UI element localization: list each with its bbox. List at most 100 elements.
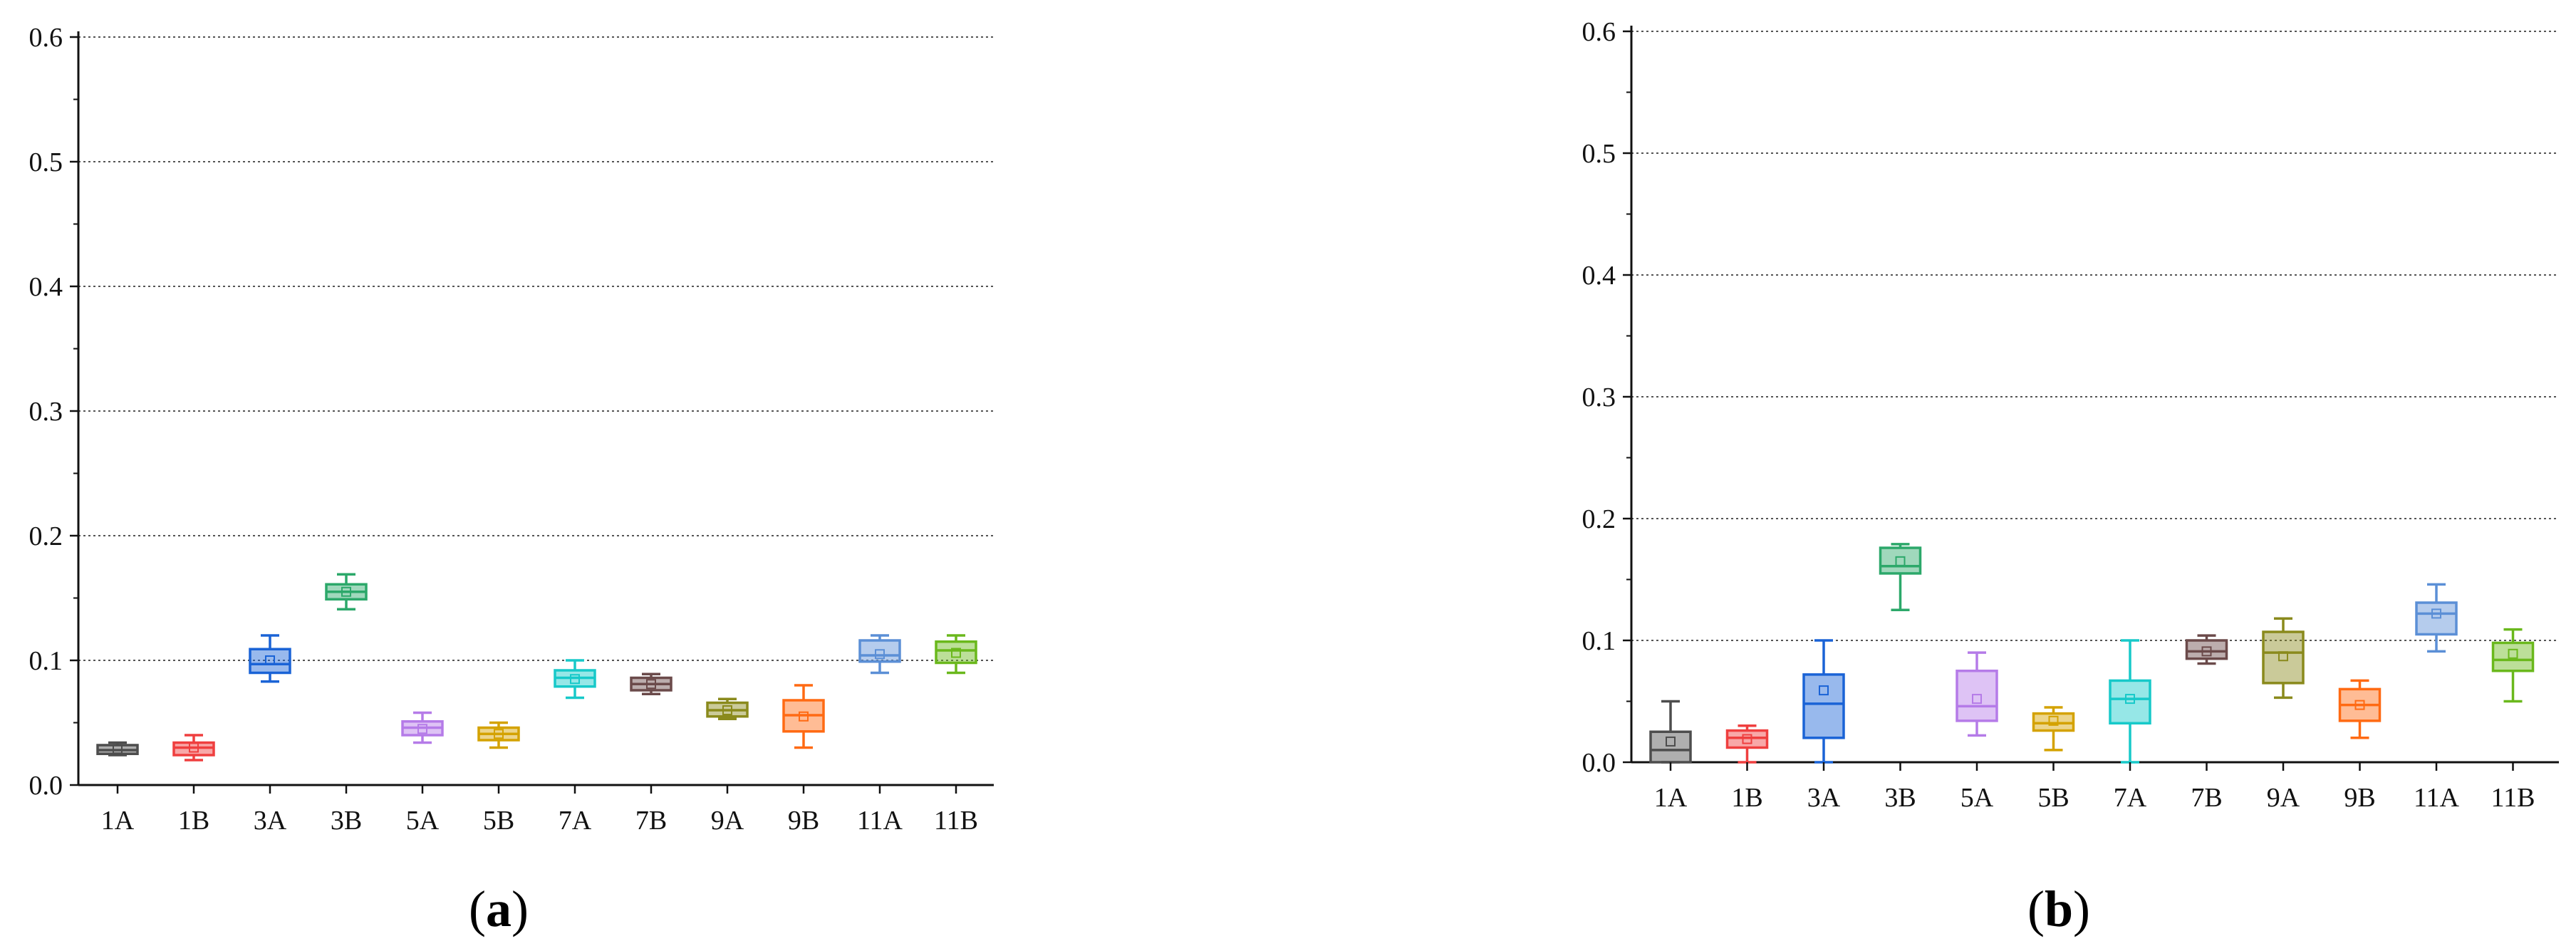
y-tick-label: 0.4	[1582, 261, 1616, 291]
x-tick-label: 9A	[2267, 783, 2300, 813]
mean-marker	[341, 586, 351, 597]
y-tick-label: 0.0	[29, 771, 63, 801]
x-tick-label: 7B	[2191, 783, 2222, 813]
mean-marker	[2354, 700, 2365, 710]
mean-marker	[189, 742, 199, 753]
x-tick-label: 3B	[331, 806, 362, 836]
y-tick-label: 0.2	[1582, 504, 1616, 534]
x-tick-label: 11B	[2491, 783, 2535, 813]
mean-marker	[265, 655, 275, 665]
box-9B	[2338, 679, 2382, 739]
x-tick-label: 7A	[559, 806, 592, 836]
box-9B	[782, 684, 825, 749]
x-tick-label: 5A	[406, 806, 440, 836]
box-3A	[1802, 639, 1845, 764]
box-5B	[2032, 706, 2075, 752]
mean-marker	[875, 649, 885, 660]
x-tick-label: 7B	[635, 806, 667, 836]
panel-label: (b)	[2027, 880, 2090, 937]
box-5A	[401, 711, 444, 744]
y-tick-label: 0.3	[29, 397, 63, 427]
y-tick-label: 0.2	[29, 521, 63, 551]
x-tick-label: 11B	[934, 806, 978, 836]
box-7B	[630, 672, 672, 695]
y-tick-label: 0.5	[29, 147, 63, 177]
box-11B	[935, 634, 977, 675]
box-1B	[172, 734, 215, 762]
y-tick-label: 0.6	[1582, 17, 1616, 47]
box-3A	[249, 634, 291, 683]
box-11A	[2415, 583, 2458, 653]
box-9A	[706, 697, 749, 720]
x-tick-label: 1B	[1731, 783, 1762, 813]
box-iqr	[1879, 546, 1922, 575]
mean-marker	[113, 744, 123, 754]
x-tick-label: 3B	[1884, 783, 1916, 813]
mean-marker	[799, 711, 809, 722]
x-tick-label: 9A	[711, 806, 744, 836]
box-11B	[2491, 628, 2535, 703]
x-tick-label: 11A	[857, 806, 903, 836]
x-tick-label: 5A	[1960, 783, 1994, 813]
x-tick-label: 9B	[2344, 783, 2375, 813]
box-iqr	[1802, 673, 1845, 739]
chart-panel-a: 0.0 0.1 0.2 0.3 0.4 0.5 0.6 1A 1B 3A 3B 5A 5B 7A 7B 9A 9…	[29, 23, 994, 937]
box-iqr	[2491, 641, 2535, 672]
mean-marker	[1742, 734, 1752, 744]
box-1A	[1649, 700, 1692, 764]
mean-marker	[494, 729, 504, 739]
y-tick-label: 0.0	[1582, 748, 1616, 778]
box-iqr	[1956, 670, 1998, 722]
box-iqr	[1649, 730, 1692, 764]
box-9A	[2262, 617, 2305, 700]
mean-marker	[2431, 608, 2441, 619]
box-5A	[1956, 651, 1998, 737]
mean-marker	[417, 724, 427, 734]
mean-marker	[570, 674, 580, 685]
box-iqr	[2262, 630, 2305, 685]
mean-marker	[2048, 715, 2059, 726]
y-tick-label: 0.5	[1582, 139, 1616, 169]
mean-marker	[1666, 736, 1676, 747]
box-7B	[2185, 634, 2228, 665]
box-3B	[325, 573, 368, 610]
box-11A	[858, 634, 901, 675]
mean-marker	[2508, 648, 2518, 659]
box-5B	[477, 721, 520, 749]
x-tick-label: 1A	[101, 806, 135, 836]
box-3B	[1879, 543, 1922, 611]
y-tick-label: 0.1	[29, 646, 63, 676]
x-tick-label: 9B	[788, 806, 819, 836]
mean-marker	[2278, 651, 2288, 662]
y-tick-label: 0.6	[29, 23, 63, 53]
x-tick-label: 3A	[254, 806, 287, 836]
mean-marker	[951, 648, 961, 658]
mean-marker	[2201, 646, 2212, 657]
y-tick-label: 0.4	[29, 272, 63, 302]
x-tick-label: 3A	[1807, 783, 1841, 813]
x-tick-label: 11A	[2414, 783, 2460, 813]
mean-marker	[2125, 694, 2135, 705]
mean-marker	[1819, 685, 1829, 696]
x-tick-label: 5B	[2037, 783, 2069, 813]
x-tick-label: 1B	[178, 806, 209, 836]
mean-marker	[1895, 556, 1906, 566]
box-7A	[2109, 639, 2151, 764]
x-tick-label: 7A	[2114, 783, 2147, 813]
box-1A	[96, 741, 139, 757]
y-tick-label: 0.3	[1582, 383, 1616, 412]
x-tick-label: 5B	[483, 806, 514, 836]
y-tick-label: 0.1	[1582, 626, 1616, 656]
mean-marker	[722, 705, 732, 715]
mean-marker	[646, 679, 656, 690]
box-1B	[1725, 724, 1769, 764]
x-tick-label: 1A	[1654, 783, 1688, 813]
box-iqr	[249, 648, 291, 675]
box-iqr	[935, 640, 977, 665]
box-7A	[554, 659, 596, 700]
panel-label: (a)	[469, 880, 529, 937]
box-iqr	[2109, 679, 2151, 725]
chart-panel-b: 0.0 0.1 0.2 0.3 0.4 0.5 0.6 1A 1B 3A 3B 5A 5B 7A 7B 9A 9…	[1582, 17, 2559, 937]
mean-marker	[1972, 694, 1982, 705]
